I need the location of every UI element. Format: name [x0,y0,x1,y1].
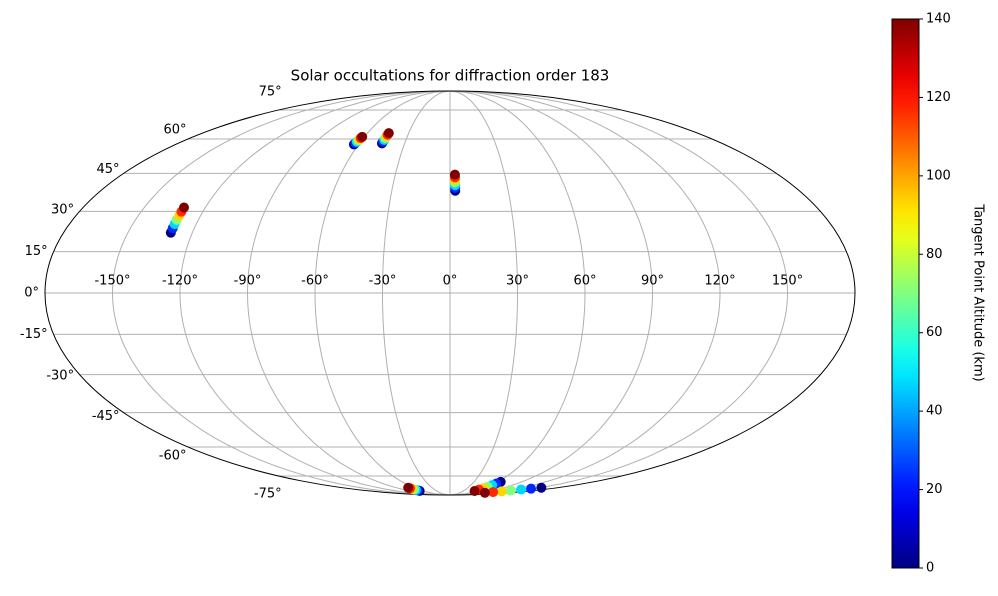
colorbar-tick-label: 100 [926,168,951,183]
scatter-point [403,482,414,493]
x-tick-label: 30° [506,274,529,289]
y-tick-label: -30° [46,368,74,383]
y-tick-label: -45° [92,409,120,424]
y-tick-label: -60° [159,449,187,464]
scatter-point [479,487,490,498]
y-tick-label: 45° [97,162,120,177]
map-boundary [44,90,856,496]
scatter-point [469,485,480,496]
x-tick-label: -30° [369,274,397,289]
x-tick-label: 150° [772,274,803,289]
x-tick-label: 60° [573,274,596,289]
scatter-point [536,482,547,493]
scatter-point [496,486,507,497]
chart-title: Solar occultations for diffraction order… [291,67,610,85]
colorbar-tick-label: 140 [926,12,951,27]
y-tick-label: 0° [24,286,39,301]
colorbar-tick-label: 60 [926,325,943,340]
scatter-point [449,169,460,180]
scatter-point [516,484,527,495]
x-tick-label: -90° [234,274,262,289]
colorbar-tick-label: 40 [926,404,943,419]
colorbar-tick-label: 80 [926,247,943,262]
x-tick-label: 0° [443,274,458,289]
x-tick-label: 120° [704,274,735,289]
y-tick-label: -75° [254,487,282,502]
colorbar-tick-label: 20 [926,482,943,497]
y-tick-label: -15° [20,327,48,342]
y-tick-label: 30° [51,203,74,218]
y-tick-label: 75° [259,84,282,99]
colorbar [891,18,920,569]
x-tick-label: -60° [301,274,329,289]
x-tick-label: -150° [94,274,130,289]
y-tick-label: 15° [25,244,48,259]
colorbar-label: Tangent Point Altitude (km) [971,203,986,381]
x-tick-label: -120° [162,274,198,289]
scatter-point [526,483,537,494]
scatter-point [488,487,499,498]
colorbar-tick-label: 0 [926,561,934,576]
x-tick-label: 90° [641,274,664,289]
y-tick-label: 60° [163,122,186,137]
scatter-point [383,128,394,139]
scatter-point [357,131,368,142]
scatter-point [505,485,516,496]
colorbar-tick-label: 120 [926,90,951,105]
scatter-point [178,202,189,213]
